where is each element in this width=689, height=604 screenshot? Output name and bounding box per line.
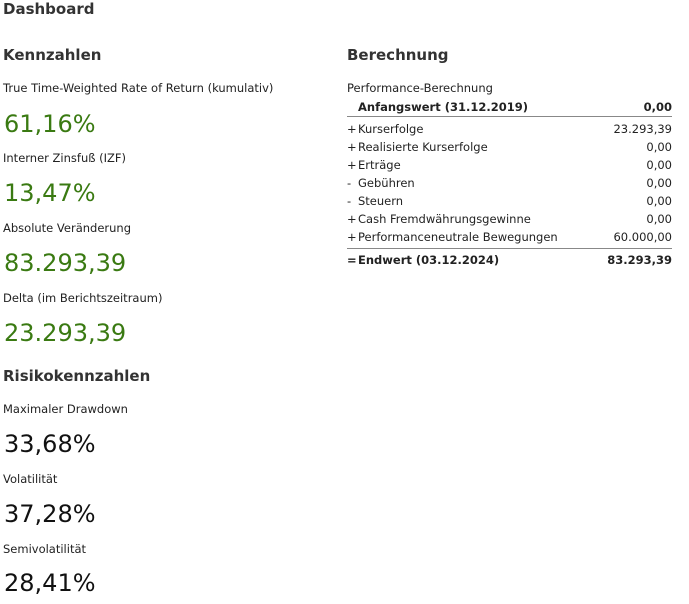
page-title: Dashboard [3, 0, 95, 18]
calc-start-label: Anfangswert (31.12.2019) [358, 100, 528, 114]
calc-row-kurserfolge[interactable]: + Kurserfolge 23.293,39 [347, 120, 672, 138]
kpi-value-volatility[interactable]: 37,28% [4, 500, 96, 528]
calc-operator: + [347, 230, 357, 244]
kpi-value-ttwror[interactable]: 61,16% [4, 110, 96, 138]
calc-operator: + [347, 140, 357, 154]
calc-row-label: Cash Fremdwährungsgewinne [358, 212, 531, 226]
kpi-label-semivolatility: Semivolatilität [3, 542, 87, 556]
kpi-label-max-drawdown: Maximaler Drawdown [3, 402, 128, 416]
calc-row-value: 23.293,39 [613, 122, 672, 136]
kpi-label-ttwror: True Time-Weighted Rate of Return (kumul… [3, 81, 274, 95]
calc-end-row[interactable]: = Endwert (03.12.2024) 83.293,39 [347, 248, 672, 269]
calc-row-value: 0,00 [646, 140, 672, 154]
calc-row-gebuehren[interactable]: - Gebühren 0,00 [347, 174, 672, 192]
calc-operator: - [347, 176, 352, 190]
risiko-heading: Risikokennzahlen [3, 367, 151, 385]
kennzahlen-heading: Kennzahlen [3, 46, 102, 64]
calc-row-ertraege[interactable]: + Erträge 0,00 [347, 156, 672, 174]
calc-end-value: 83.293,39 [607, 253, 672, 267]
calc-row-label: Steuern [358, 194, 404, 208]
calc-row-label: Realisierte Kurserfolge [358, 140, 488, 154]
calc-row-performance-neutral[interactable]: + Performanceneutrale Bewegungen 60.000,… [347, 228, 672, 246]
kpi-value-max-drawdown[interactable]: 33,68% [4, 430, 96, 458]
berechnung-heading: Berechnung [347, 46, 449, 64]
calc-subheading: Performance-Berechnung [347, 81, 493, 95]
calc-row-value: 60.000,00 [613, 230, 672, 244]
calc-row-cash-fx-gains[interactable]: + Cash Fremdwährungsgewinne 0,00 [347, 210, 672, 228]
kpi-value-semivolatility[interactable]: 28,41% [4, 569, 96, 597]
calc-start-value: 0,00 [643, 100, 672, 114]
kpi-label-delta: Delta (im Berichtszeitraum) [3, 291, 163, 305]
calc-row-label: Gebühren [358, 176, 415, 190]
kpi-value-delta[interactable]: 23.293,39 [4, 319, 127, 347]
calc-operator: - [347, 194, 352, 208]
calc-row-value: 0,00 [646, 194, 672, 208]
calc-row-value: 0,00 [646, 158, 672, 172]
performance-calculation-table: Performance-Berechnung Anfangswert (31.1… [347, 80, 672, 269]
calc-row-realisierte-kurserfolge[interactable]: + Realisierte Kurserfolge 0,00 [347, 138, 672, 156]
calc-row-label: Erträge [358, 158, 401, 172]
kpi-value-absolute-change[interactable]: 83.293,39 [4, 249, 127, 277]
calc-row-value: 0,00 [646, 212, 672, 226]
kpi-label-volatility: Volatilität [3, 472, 58, 486]
calc-row-label: Kurserfolge [358, 122, 424, 136]
kpi-label-izf: Interner Zinsfuß (IZF) [3, 151, 126, 165]
kpi-label-absolute-change: Absolute Veränderung [3, 221, 132, 235]
kpi-value-izf[interactable]: 13,47% [4, 179, 96, 207]
calc-row-label: Performanceneutrale Bewegungen [358, 230, 558, 244]
calc-operator: + [347, 122, 357, 136]
calc-row-steuern[interactable]: - Steuern 0,00 [347, 192, 672, 210]
calc-row-value: 0,00 [646, 176, 672, 190]
calc-start-row[interactable]: Anfangswert (31.12.2019) 0,00 [347, 98, 672, 117]
calc-operator: + [347, 158, 357, 172]
calc-end-label: Endwert (03.12.2024) [358, 253, 500, 267]
calc-operator: + [347, 212, 357, 226]
calc-operator: = [347, 253, 357, 267]
